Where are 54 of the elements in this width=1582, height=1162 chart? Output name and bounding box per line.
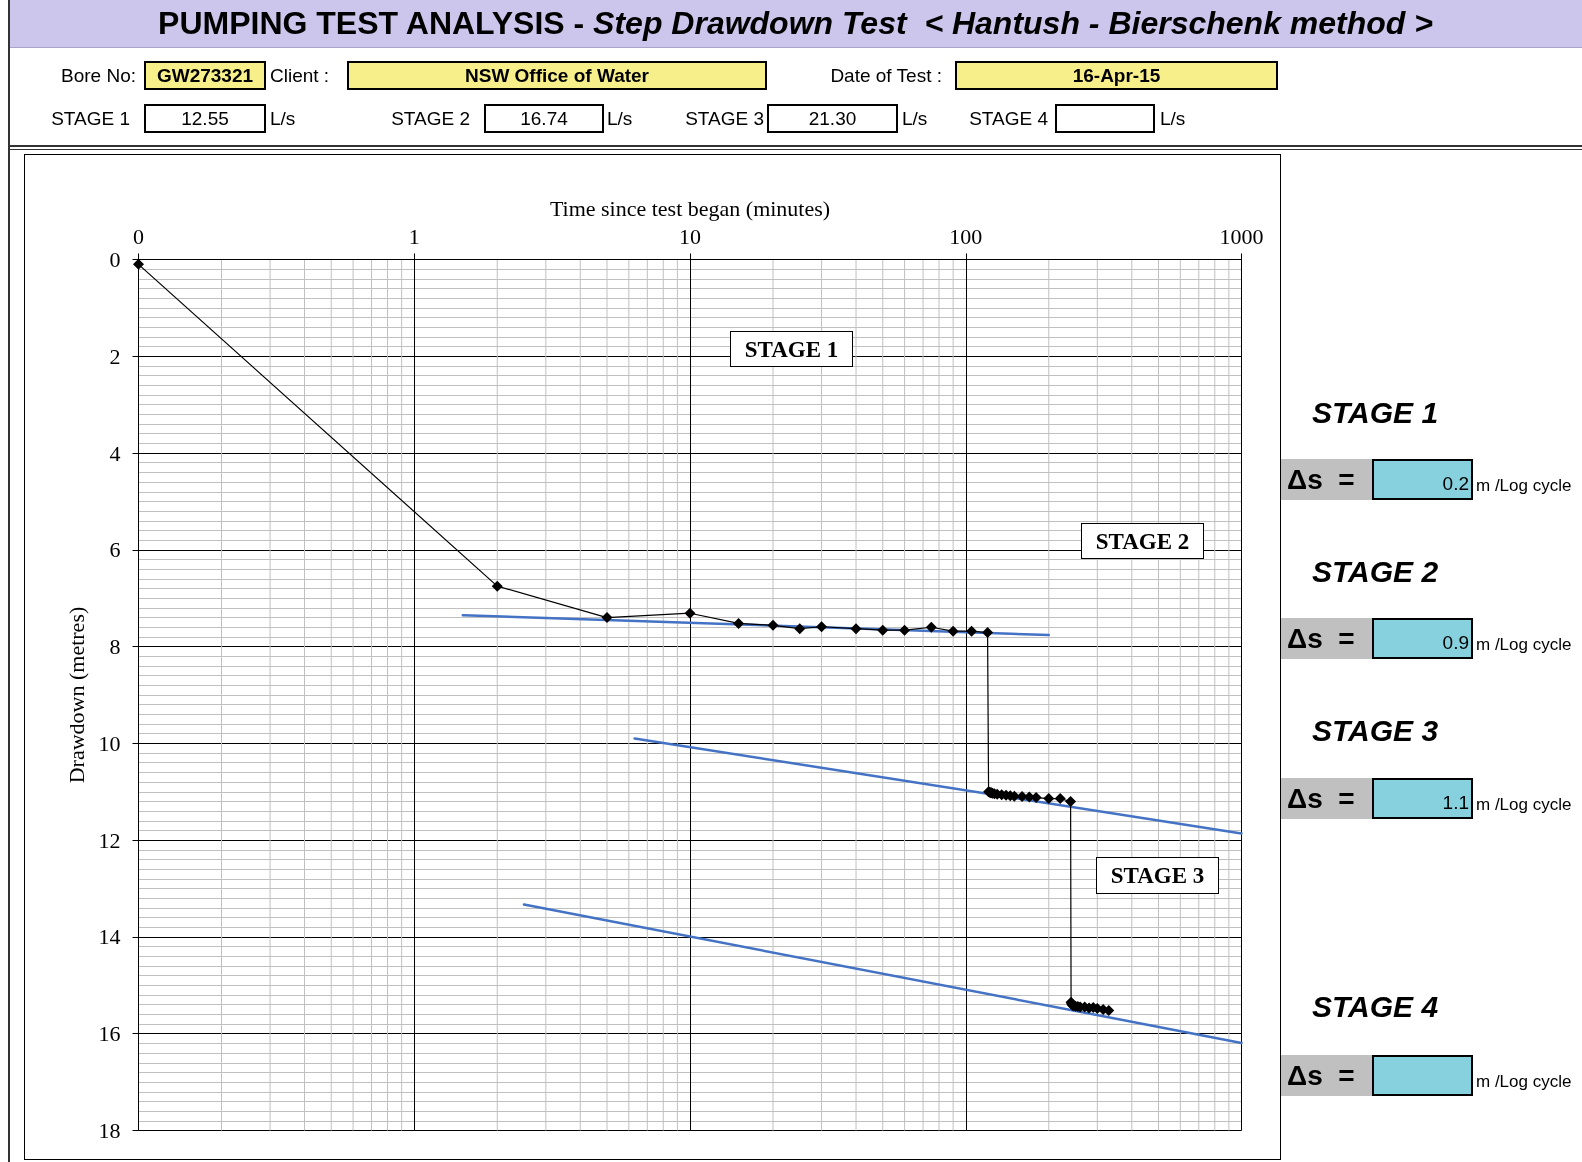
y-tick-label: 18 (98, 1118, 121, 1143)
text: STAGE 2 (391, 108, 470, 129)
text: Δs = (1287, 782, 1355, 814)
text: 12.55 (181, 108, 229, 129)
text: L/s (902, 108, 928, 129)
text: NSW Office of Water (464, 65, 650, 86)
text: STAGE 1 (51, 108, 130, 129)
y-tick-label: 6 (109, 537, 121, 563)
text: STAGE 3 (1312, 714, 1439, 747)
y-tick-label: 4 (109, 440, 121, 466)
text: 1.1 (1442, 792, 1469, 813)
text: STAGE 3 (685, 108, 764, 129)
annotation: STAGE 2 (1095, 528, 1190, 554)
chart-subtitle: Step Drawdown Test < Hantush - Bierschenk method > (593, 5, 1433, 42)
text: L/s (270, 108, 296, 129)
text: Δs = (1287, 463, 1355, 495)
chart-title: PUMPING TEST ANALYSIS - (158, 5, 585, 42)
y-tick-label: 2 (109, 343, 121, 369)
text: 0.9 (1442, 632, 1469, 653)
x-axis-title: Time since test began (minutes) (549, 196, 831, 221)
y-tick-label: 0 (109, 247, 121, 272)
text: L/s (1160, 108, 1186, 129)
text: STAGE 1 (1312, 396, 1439, 429)
y-tick-label: 16 (98, 1021, 121, 1047)
text: GW273321 (156, 65, 254, 86)
text: L/s (607, 108, 633, 129)
x-tick-label: 1000 (1219, 224, 1264, 249)
x-tick-label: 0 (133, 224, 144, 249)
text: Client : (270, 65, 330, 86)
text: Bore No: (61, 65, 136, 86)
x-tick-label: 1 (408, 224, 420, 249)
text: 16.74 (520, 108, 568, 129)
text: m /Log cycle (1476, 1072, 1572, 1091)
text: 21.30 (808, 108, 857, 129)
x-tick-label: 100 (949, 224, 983, 249)
text: STAGE 4 (1312, 990, 1439, 1023)
text: 16-Apr-15 (1072, 65, 1161, 86)
text: STAGE 2 (1312, 555, 1439, 588)
text: Δs = (1287, 622, 1355, 654)
y-tick-label: 10 (98, 730, 121, 756)
y-tick-label: 12 (98, 827, 121, 853)
y-tick-label: 14 (98, 924, 121, 950)
text: m /Log cycle (1476, 635, 1572, 654)
text: 0.2 (1442, 473, 1469, 494)
text: m /Log cycle (1476, 476, 1572, 495)
text: STAGE 4 (969, 108, 1048, 129)
text: Δs = (1287, 1059, 1355, 1091)
y-tick-label: 8 (109, 634, 121, 660)
text: m /Log cycle (1476, 795, 1572, 814)
annotation: STAGE 1 (744, 336, 839, 362)
x-tick-label: 10 (679, 224, 701, 249)
y-axis-title: Drawdown (metres) (64, 606, 90, 784)
annotation: STAGE 3 (1110, 863, 1205, 888)
text: Date of Test : (830, 65, 942, 86)
